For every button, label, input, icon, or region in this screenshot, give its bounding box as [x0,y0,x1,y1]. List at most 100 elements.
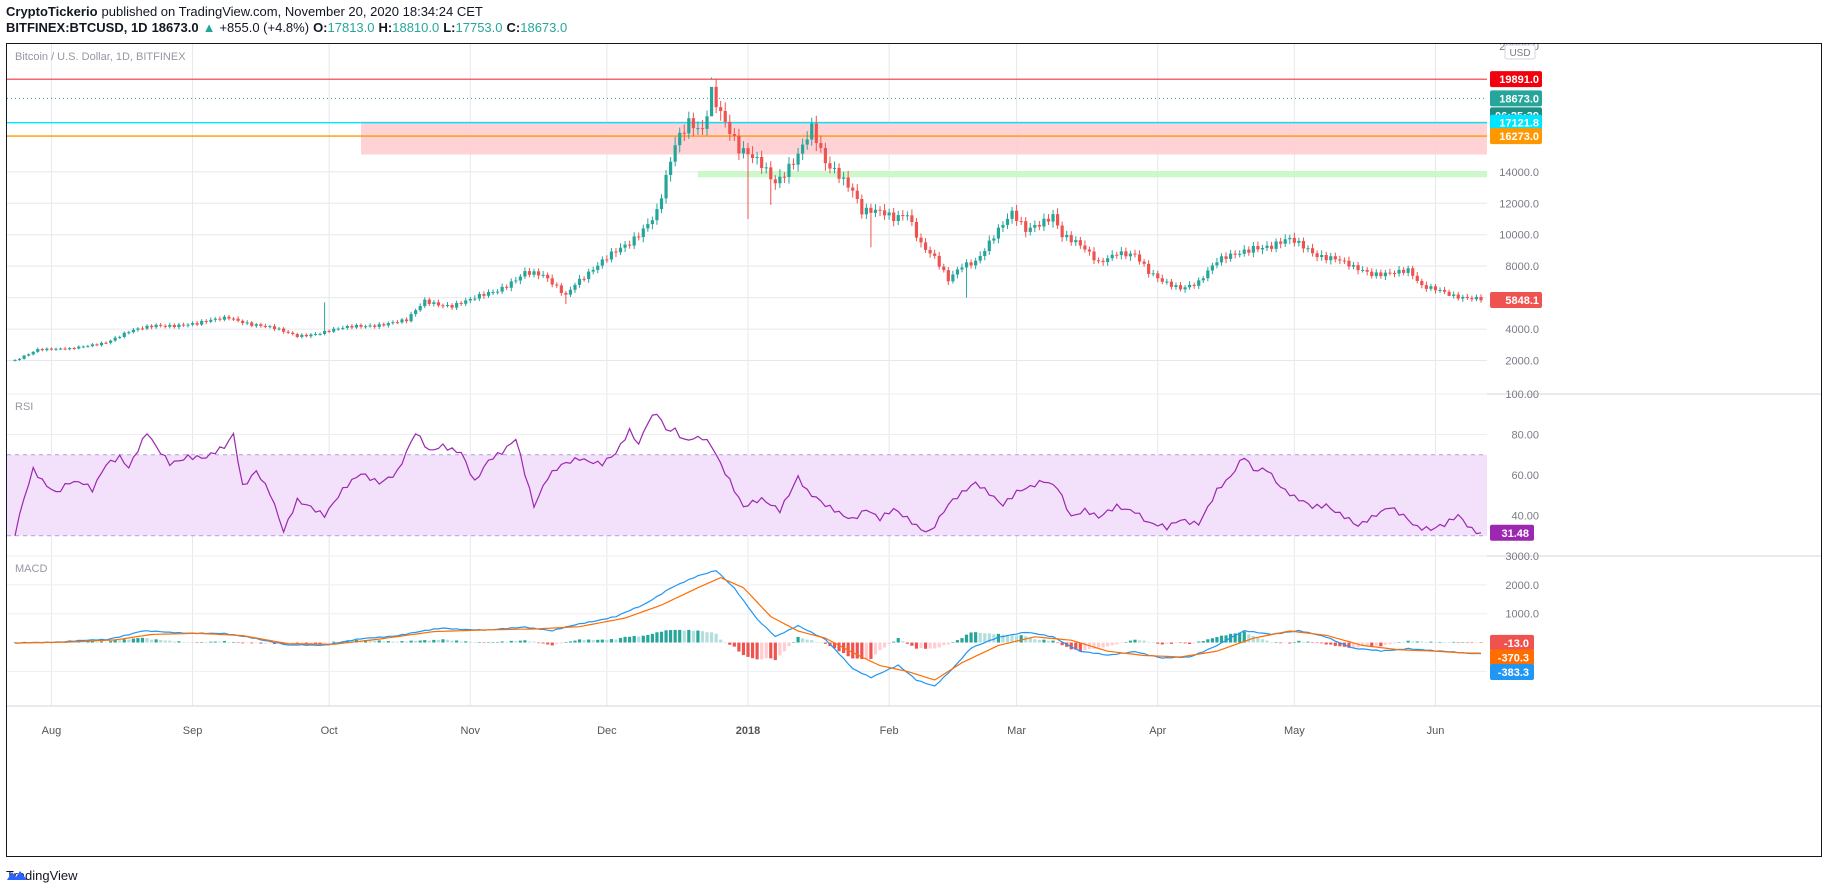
macd-histogram-bar [623,636,627,643]
candle-body [409,314,413,322]
candle-body [1301,240,1306,249]
macd-histogram-bar [573,640,577,643]
candle-body [190,323,195,325]
candle-body [127,332,131,334]
macd-histogram-bar [837,642,841,652]
candle-body [969,262,973,266]
macd-histogram-bar [436,640,441,643]
macd-histogram-bar [1470,642,1474,644]
macd-histogram-bar [546,642,550,645]
macd-histogram-bar [555,642,559,644]
candle-body [231,318,236,320]
candle-body [928,249,932,254]
macd-histogram-bar [646,634,650,643]
candle-body [1019,221,1023,223]
last-price-label-tag [1490,90,1542,107]
publisher-name[interactable]: CryptoTickerio [6,4,98,19]
macd-histogram-bar [363,640,368,643]
rsi-title: RSI [15,401,33,413]
macd-histogram-bar [236,642,240,644]
macd-histogram-bar [682,630,686,643]
candle-body [104,342,108,344]
pane-title: Bitcoin / U.S. Dollar, 1D, BITFINEX [15,51,186,63]
chart-canvas[interactable]: Aug Sep Oct Nov Dec 2018 Feb Mar Apr May Jun 2000.0… [7,44,1821,856]
candle-body [482,293,486,296]
candle-body [1201,278,1205,281]
candle-body [241,320,245,324]
candle-body [1274,241,1278,249]
x-tick-label: 2018 [736,725,760,737]
candle-body [546,274,550,279]
macd-histogram-bar [1356,642,1360,648]
macd-histogram-bar [1101,642,1105,648]
macd-histogram-bar [149,639,154,643]
macd-histogram-bar [1147,642,1151,643]
macd-histogram-bar [1106,642,1110,647]
candle-body [1210,265,1214,271]
chart-frame[interactable]: Aug Sep Oct Nov Dec 2018 Feb Mar Apr May Jun 2000.0… [6,43,1822,857]
candle-body [414,310,418,315]
candle-body [505,286,509,288]
candle-body [159,324,163,326]
candle-body [1051,214,1055,222]
candle-body [1110,254,1114,259]
macd-histogram-bar [896,638,900,643]
macd-histogram-bar [587,639,591,643]
candle-body [1065,235,1069,238]
macd-histogram-bar [218,641,222,643]
candle-body [587,271,591,280]
candle-body [1124,251,1128,257]
macd-histogram-bar [1292,642,1296,643]
macd-histogram-bar [432,639,436,643]
candle-body [1183,287,1187,290]
macd-histogram-bar [796,636,800,643]
candle-body [1042,218,1046,227]
macd-histogram-bar [851,642,855,659]
macd-histogram-bar [1124,642,1128,643]
candle-body [295,334,299,337]
macd-histogram-bar [974,632,978,643]
candle-body [1169,281,1174,287]
candle-body [887,212,891,216]
macd-histogram-bar [391,641,395,643]
candle-body [719,107,723,111]
candle-body [1433,286,1438,291]
macd-histogram-bar [154,639,158,643]
macd-histogram-bar [746,642,750,657]
macd-histogram-bar [1315,642,1319,644]
candle-body [263,325,267,327]
candle-body [373,325,377,327]
candle-body [1365,269,1369,272]
macd-histogram-bar [559,642,563,644]
candle-body [732,134,736,136]
macd-histogram-bar [395,641,400,643]
candle-body [914,221,919,238]
open-value: 17813.0 [327,20,375,35]
candle-body [491,292,495,294]
macd-histogram-bar [1351,642,1356,648]
currency-badge [1504,44,1536,60]
macd-histogram-bar [1333,642,1337,646]
candle-body [427,299,431,304]
candle-body [892,212,896,222]
candle-body [1461,296,1465,299]
macd-title: MACD [15,563,47,575]
candle-body [1142,261,1146,264]
candle-body [86,346,90,348]
macd-histogram-bar [536,642,541,644]
candle-body [1178,285,1183,290]
macd-histogram-bar [1279,642,1283,644]
macd-histogram-bar [1374,642,1378,646]
candle-body [359,324,363,327]
tradingview-logo-icon[interactable] [6,868,28,882]
macd-histogram-bar [1338,642,1342,647]
candle-body [277,328,281,330]
rsi-tick-label: 100.00 [1505,389,1539,401]
candle-body [1406,268,1410,273]
candle-body [1283,239,1287,244]
candle-body [746,148,750,155]
macd-histogram-bar [1269,642,1274,643]
ohlc-line: BITFINEX:BTCUSD, 1D 18673.0 ▲ +855.0 (+4… [6,20,567,36]
change-value: +855.0 (+4.8%) [219,20,310,35]
candle-body [1402,269,1406,273]
